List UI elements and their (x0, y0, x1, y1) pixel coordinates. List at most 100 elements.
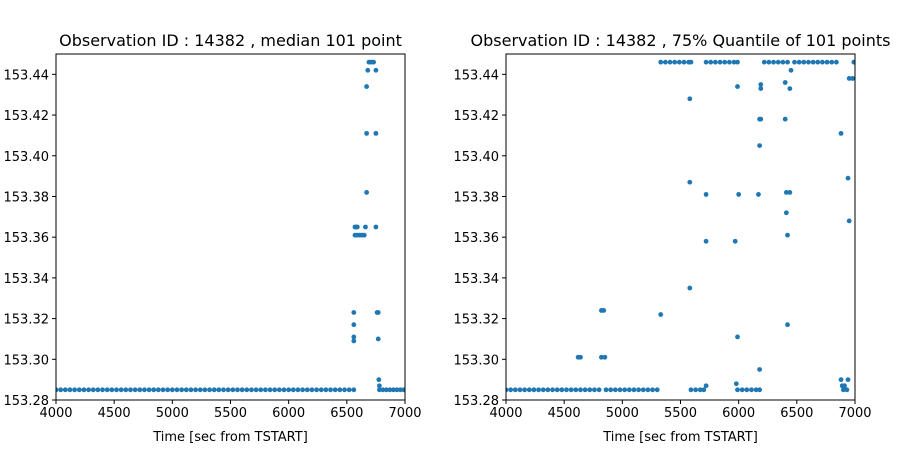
point (622, 387, 628, 393)
point (397, 387, 403, 393)
point (318, 387, 324, 393)
y-tick-label: 153.38 (454, 190, 500, 205)
point (377, 387, 382, 393)
y-tick-label: 153.32 (4, 313, 50, 328)
point (735, 84, 740, 89)
point (650, 387, 655, 393)
point (351, 310, 357, 315)
point (545, 387, 551, 393)
point (559, 387, 565, 393)
point (383, 387, 389, 393)
point (713, 59, 718, 65)
point (787, 190, 793, 195)
point (838, 130, 844, 136)
point (365, 67, 371, 73)
y-tick-label: 153.40 (454, 150, 500, 165)
point (672, 59, 678, 65)
point (346, 387, 352, 393)
point (354, 224, 360, 230)
point (688, 59, 694, 65)
point (701, 387, 707, 393)
point (617, 387, 623, 393)
point (58, 387, 64, 393)
point (244, 387, 250, 393)
point (820, 59, 825, 65)
point (81, 387, 87, 393)
point (578, 387, 583, 393)
point (845, 175, 851, 181)
point (732, 238, 738, 244)
axes-frame (505, 53, 856, 401)
point (90, 387, 96, 393)
point (761, 59, 767, 65)
point (123, 387, 129, 393)
point (76, 387, 82, 393)
point (654, 387, 660, 393)
point (612, 387, 618, 393)
point (846, 76, 852, 81)
point (735, 387, 740, 393)
point (568, 387, 574, 393)
point (193, 387, 199, 393)
point (596, 387, 602, 393)
point (846, 218, 852, 224)
y-tick-label: 153.28 (4, 394, 50, 409)
point (394, 387, 400, 393)
point (188, 387, 194, 393)
point (688, 387, 694, 393)
point (377, 383, 382, 389)
point (253, 387, 259, 393)
point (401, 387, 405, 393)
point (601, 308, 607, 313)
point (608, 387, 614, 393)
point (174, 387, 180, 393)
point (775, 59, 781, 65)
point (687, 285, 693, 291)
point (736, 192, 742, 197)
point (757, 143, 763, 148)
point (104, 387, 110, 393)
point (517, 387, 523, 393)
point (56, 387, 59, 393)
point (838, 377, 844, 383)
point (225, 387, 231, 393)
x-tick-label: 6500 (330, 406, 363, 421)
point (833, 59, 839, 65)
point (850, 76, 855, 81)
point (258, 387, 264, 393)
point (151, 387, 157, 393)
point (840, 387, 846, 393)
point (375, 336, 381, 342)
point (564, 387, 569, 393)
chart-title: Observation ID : 14382 , median 101 poin… (59, 31, 402, 50)
point (142, 387, 147, 393)
point (540, 387, 546, 393)
point (522, 387, 528, 393)
point (782, 80, 788, 85)
point (72, 387, 78, 393)
y-tick-label: 153.30 (4, 353, 50, 368)
x-tick-label: 6000 (272, 406, 305, 421)
point (792, 59, 797, 65)
point (207, 387, 212, 393)
y-tick-label: 153.42 (454, 109, 500, 124)
point (722, 59, 728, 65)
point (165, 387, 171, 393)
point (137, 387, 143, 393)
point (787, 86, 793, 91)
point (753, 387, 759, 393)
point (735, 59, 740, 65)
point (806, 59, 811, 65)
point (351, 338, 357, 344)
point (744, 387, 750, 393)
point (179, 387, 185, 393)
point (132, 387, 138, 393)
point (100, 387, 105, 393)
point (758, 116, 764, 122)
point (573, 387, 579, 393)
point (602, 354, 608, 360)
point (155, 387, 161, 393)
point (239, 387, 245, 393)
point (782, 116, 788, 122)
point (771, 59, 776, 65)
